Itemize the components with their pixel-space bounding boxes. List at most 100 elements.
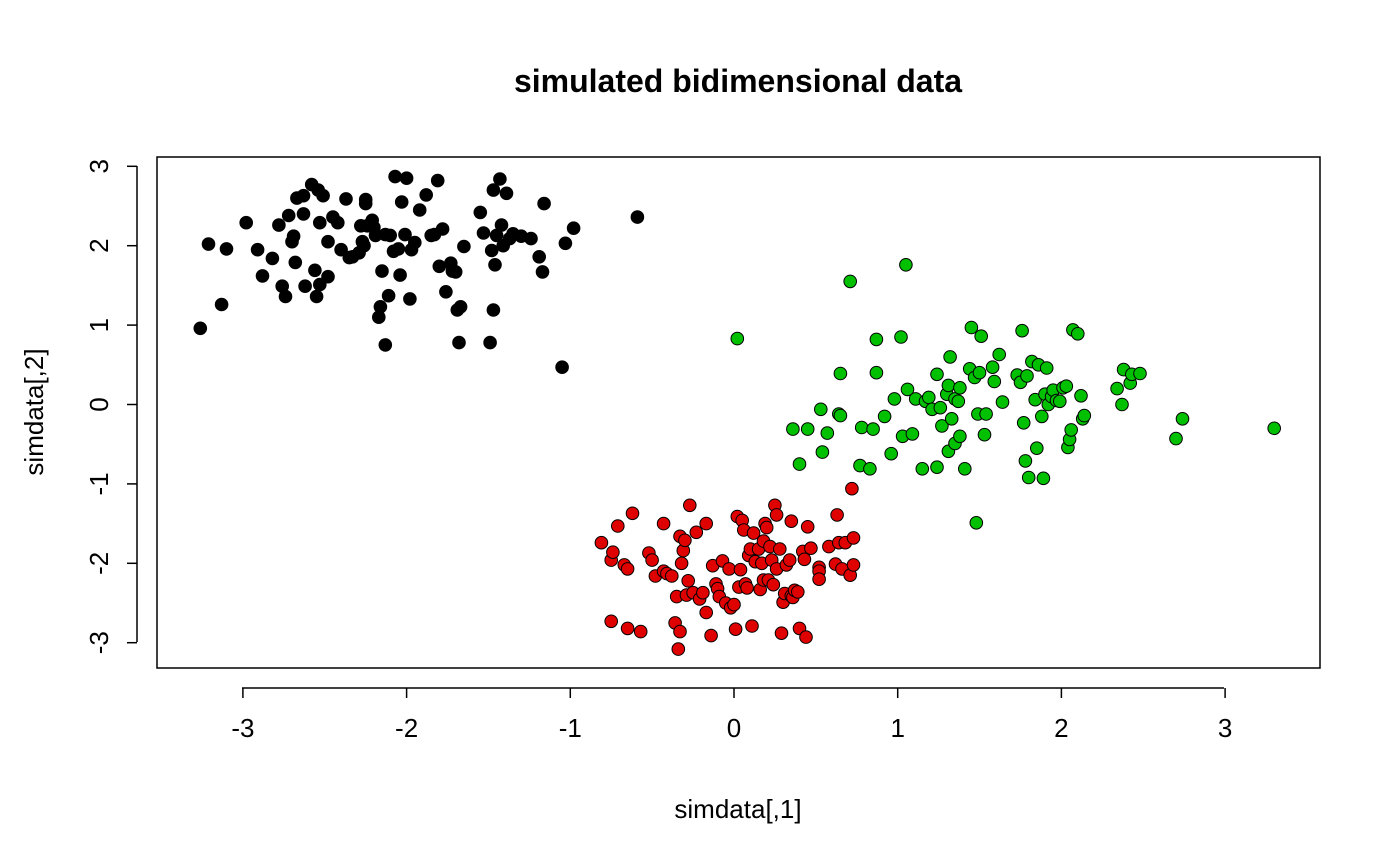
data-point bbox=[953, 429, 967, 444]
data-point bbox=[656, 516, 671, 531]
data-point bbox=[953, 381, 967, 395]
data-point bbox=[791, 585, 805, 599]
data-point bbox=[403, 292, 417, 306]
data-point bbox=[1133, 366, 1147, 381]
data-point bbox=[255, 269, 270, 283]
x-tick-label: -2 bbox=[395, 713, 418, 743]
x-tick-label: 0 bbox=[727, 713, 741, 743]
data-point bbox=[972, 365, 987, 380]
data-point bbox=[977, 427, 992, 442]
data-point bbox=[1059, 379, 1074, 394]
data-point bbox=[239, 215, 253, 230]
data-point bbox=[854, 420, 869, 435]
data-point bbox=[843, 274, 858, 289]
data-point bbox=[979, 407, 993, 421]
data-point bbox=[987, 374, 1002, 389]
data-point bbox=[430, 173, 445, 188]
data-point bbox=[1039, 361, 1054, 375]
data-point bbox=[833, 408, 848, 423]
data-point bbox=[313, 277, 327, 292]
data-point bbox=[933, 400, 948, 415]
data-point bbox=[727, 597, 741, 612]
data-point bbox=[846, 531, 861, 545]
data-point bbox=[265, 251, 280, 266]
data-point bbox=[620, 562, 635, 576]
data-point bbox=[214, 297, 229, 312]
data-point bbox=[313, 215, 327, 230]
data-point bbox=[357, 238, 371, 253]
data-point bbox=[792, 457, 807, 471]
data-point bbox=[419, 188, 434, 202]
data-point bbox=[439, 285, 453, 299]
data-point bbox=[625, 506, 640, 521]
data-point bbox=[797, 552, 812, 567]
data-point bbox=[1036, 471, 1051, 486]
data-point bbox=[555, 360, 569, 375]
data-point bbox=[784, 514, 799, 529]
x-tick-label: -1 bbox=[559, 713, 582, 743]
x-tick-label: 1 bbox=[890, 713, 904, 743]
data-point bbox=[483, 335, 497, 350]
data-point bbox=[1115, 397, 1129, 412]
data-point bbox=[869, 332, 884, 347]
data-point bbox=[699, 605, 714, 620]
data-point bbox=[830, 508, 844, 522]
data-point bbox=[435, 222, 450, 236]
data-point bbox=[393, 268, 407, 282]
y-tick-label: 1 bbox=[84, 318, 114, 332]
data-point bbox=[869, 365, 884, 380]
data-point bbox=[473, 205, 488, 220]
data-point bbox=[288, 255, 303, 270]
data-point bbox=[887, 392, 902, 406]
data-point bbox=[398, 227, 412, 242]
data-point bbox=[665, 569, 679, 583]
data-point bbox=[457, 239, 471, 254]
data-point bbox=[408, 235, 422, 250]
data-point bbox=[334, 242, 348, 257]
data-point bbox=[746, 526, 761, 540]
y-tick-label: 2 bbox=[84, 238, 114, 252]
data-point bbox=[453, 300, 468, 314]
data-point bbox=[944, 412, 959, 426]
x-tick-label: 2 bbox=[1054, 713, 1068, 743]
data-point bbox=[1110, 381, 1124, 396]
data-point bbox=[373, 300, 388, 314]
y-axis: -3 -2 -1 0 1 2 3 bbox=[84, 159, 138, 654]
data-point bbox=[884, 446, 899, 461]
data-point bbox=[321, 269, 335, 284]
data-point bbox=[689, 525, 704, 540]
series-0 bbox=[193, 169, 645, 375]
data-point bbox=[594, 535, 609, 550]
data-point bbox=[452, 335, 466, 350]
data-point bbox=[484, 243, 499, 258]
data-point bbox=[383, 228, 398, 243]
data-point bbox=[974, 329, 989, 344]
plot-area-frame bbox=[156, 156, 1321, 669]
data-point bbox=[620, 621, 635, 636]
data-point bbox=[774, 626, 789, 641]
data-point bbox=[286, 229, 301, 243]
series-2 bbox=[730, 258, 1281, 530]
y-tick-label: -3 bbox=[84, 631, 114, 654]
data-point bbox=[499, 186, 514, 201]
data-point bbox=[815, 445, 830, 459]
data-point bbox=[1020, 369, 1034, 383]
data-point bbox=[412, 203, 427, 217]
data-point bbox=[296, 207, 311, 221]
data-point bbox=[611, 519, 625, 533]
data-point bbox=[1015, 323, 1029, 338]
data-point bbox=[1175, 412, 1190, 426]
data-point bbox=[1074, 389, 1088, 403]
data-point bbox=[399, 171, 414, 185]
data-point bbox=[863, 462, 877, 476]
data-point bbox=[486, 303, 501, 317]
y-tick-label: 0 bbox=[84, 397, 114, 411]
data-point bbox=[493, 172, 507, 186]
data-point bbox=[388, 169, 402, 184]
data-point bbox=[321, 234, 335, 249]
data-point bbox=[894, 330, 908, 344]
data-point bbox=[606, 545, 620, 560]
data-point bbox=[375, 264, 389, 278]
data-point bbox=[733, 562, 748, 577]
data-point bbox=[278, 289, 293, 304]
